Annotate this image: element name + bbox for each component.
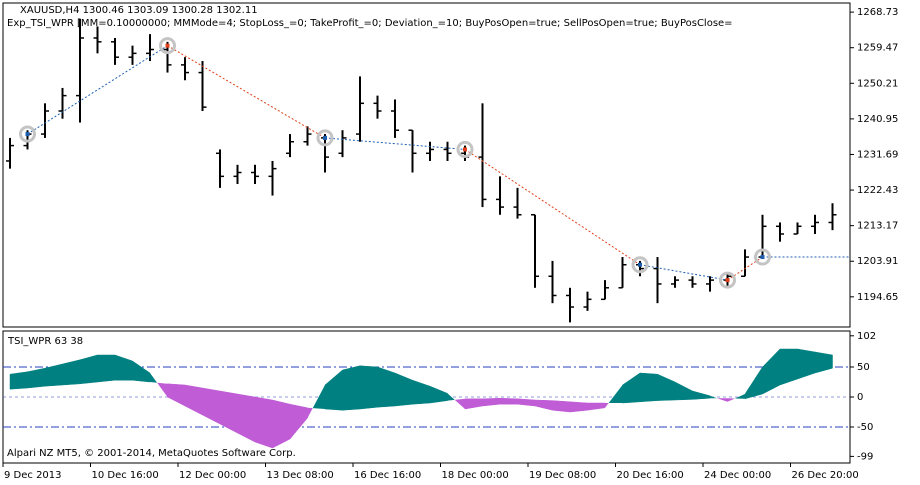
band-segment (499, 397, 518, 405)
band-segment (814, 351, 833, 374)
y-tick-label: 1250.21 (857, 78, 898, 89)
y-tick-label: -99 (857, 451, 873, 462)
band-segment (717, 398, 728, 402)
y-tick-label: 1222.43 (857, 185, 898, 196)
trade-dot (165, 43, 170, 48)
band-segment (97, 354, 116, 383)
trade-marker (19, 125, 36, 143)
band-segment (62, 359, 81, 386)
x-tick-label: 9 Dec 2013 (4, 470, 62, 481)
trade-line (167, 45, 326, 139)
band-segment (727, 398, 735, 402)
trade-dot (323, 135, 327, 140)
main-plot (6, 18, 850, 323)
x-tick-label: 26 Dec 20:00 (792, 470, 859, 481)
trade-marker (719, 271, 736, 289)
band-segment (377, 366, 396, 408)
y-tick-label: 0 (857, 392, 863, 403)
x-tick-label: 16 Dec 16:00 (354, 470, 421, 481)
band-segment (342, 365, 361, 411)
y-tick-label: 50 (857, 362, 870, 373)
band-segment (307, 407, 313, 418)
trade-marker (316, 129, 334, 147)
axes: 1268.73 1259.47 1250.21 1240.95 1231.69 1222.… (2, 7, 898, 481)
y-tick-label: 1240.95 (857, 114, 898, 125)
x-tick-label: 20 Dec 16:00 (617, 470, 684, 481)
main-pane (2, 2, 851, 328)
band-segment (9, 371, 28, 390)
y-tick-label: 1231.69 (857, 149, 898, 160)
x-tick-label: 10 Dec 16:00 (92, 470, 159, 481)
trade-marker (456, 140, 474, 158)
trade-line (639, 264, 728, 281)
y-tick-label: 1268.73 (857, 7, 898, 18)
band-segment (79, 354, 98, 385)
band-segment (44, 363, 63, 387)
y-tick-label: 1213.17 (857, 221, 898, 232)
trade-dot (760, 255, 765, 260)
x-tick-label: 18 Dec 00:00 (442, 470, 509, 481)
y-tick-label: 1203.91 (857, 256, 898, 267)
band-segment (608, 385, 623, 403)
band-segment (735, 394, 745, 399)
trade-line (727, 256, 763, 281)
band-segment (157, 382, 168, 397)
band-segment (312, 385, 325, 409)
band-segment (710, 395, 717, 399)
trade-line (464, 149, 641, 266)
band-segment (605, 403, 609, 408)
x-tick-label: 24 Dec 00:00 (704, 470, 771, 481)
trade-marker (631, 256, 649, 274)
band-segment (27, 367, 46, 389)
band-segment (639, 372, 658, 403)
x-tick-label: 13 Dec 08:00 (267, 470, 334, 481)
trade-marker (754, 248, 771, 266)
trade-line (27, 45, 168, 135)
trade-dot (725, 278, 730, 283)
band-segment (254, 396, 273, 449)
trade-dot (463, 147, 467, 152)
band-segment (447, 393, 455, 401)
symbol-title: XAUUSD,H4 1300.46 1303.09 1300.28 1302.1… (20, 5, 258, 16)
band-segment (552, 400, 571, 413)
y-tick-label: 1194.65 (857, 292, 898, 303)
trade-dot (638, 262, 642, 267)
band-segment (569, 401, 588, 413)
indicator-title: TSI_WPR 63 38 (7, 336, 83, 347)
copyright: Alpari NZ MT5, © 2001-2014, MetaQuotes S… (7, 448, 296, 459)
y-tick-label: 1259.47 (857, 43, 898, 54)
band-segment (454, 398, 465, 409)
band-segment (359, 365, 378, 410)
band-segment (150, 373, 158, 383)
trade-dot (25, 132, 30, 137)
band-segment (779, 348, 798, 386)
trade-line (324, 137, 466, 150)
trade-marker (159, 37, 176, 55)
x-tick-label: 19 Dec 08:00 (529, 470, 596, 481)
x-tick-label: 12 Dec 00:00 (179, 470, 246, 481)
indicator-plot (3, 348, 850, 449)
y-tick-label: 102 (857, 331, 876, 342)
expert-title: Exp_TSI_WPR [MM=0.10000000; MMMode=4; St… (7, 18, 733, 29)
y-tick-label: -50 (857, 422, 873, 433)
